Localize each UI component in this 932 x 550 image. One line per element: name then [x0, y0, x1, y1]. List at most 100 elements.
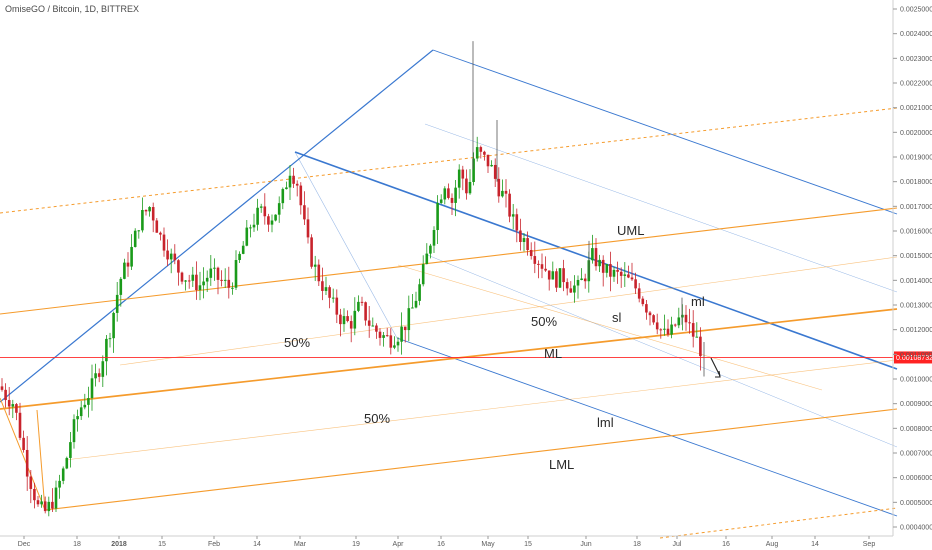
- candle-down: [616, 269, 619, 272]
- orange-pivot-line[interactable]: [36, 409, 46, 511]
- candle-down: [29, 476, 33, 489]
- candle-down: [627, 274, 630, 278]
- candle-up: [288, 175, 292, 188]
- candle-down: [609, 264, 612, 277]
- candle-up: [313, 264, 317, 267]
- candle-up: [137, 230, 141, 232]
- candle-down: [537, 263, 540, 265]
- orange-half-line[interactable]: [119, 256, 898, 366]
- candle-down: [601, 259, 605, 273]
- candle-down: [673, 324, 677, 326]
- time-tick-label: 15: [524, 541, 532, 548]
- candle-down: [544, 268, 547, 271]
- candle-down: [360, 301, 364, 303]
- candle-up: [573, 285, 576, 293]
- candle-down: [504, 190, 508, 194]
- candle-down: [177, 260, 180, 273]
- candle-down: [486, 154, 490, 167]
- time-tick-label: 14: [811, 541, 819, 548]
- candle-up: [670, 324, 673, 335]
- annotation-label: lml: [597, 415, 614, 430]
- candle-down: [159, 232, 162, 235]
- orange-lower-median-line[interactable]: [44, 408, 898, 511]
- candle-down: [699, 336, 702, 357]
- candle-up: [130, 246, 133, 267]
- time-tick-label: May: [481, 541, 495, 548]
- candle-up: [331, 297, 335, 299]
- candle-down: [562, 268, 565, 283]
- candle-up: [90, 378, 94, 399]
- candle-up: [353, 310, 357, 329]
- candle-up: [357, 301, 360, 311]
- candle-up: [65, 457, 69, 469]
- time-tick-label: Feb: [208, 541, 220, 548]
- candle-down: [166, 250, 169, 260]
- candle-up: [79, 407, 83, 417]
- candle-down: [569, 288, 573, 293]
- annotation-label: sl: [612, 310, 622, 325]
- orange-slope-line[interactable]: [397, 264, 823, 391]
- candle-up: [184, 280, 187, 282]
- blue-fork-connector[interactable]: [294, 151, 398, 339]
- candle-up: [231, 287, 234, 289]
- candle-down: [151, 207, 155, 221]
- candle-up: [281, 189, 285, 204]
- blue-warning-line[interactable]: [424, 123, 898, 293]
- orange-half-line[interactable]: [64, 359, 898, 461]
- candle-up: [439, 199, 443, 203]
- candle-down: [126, 262, 130, 267]
- candle-up: [249, 227, 252, 229]
- orange-outer-lower-line[interactable]: [659, 507, 898, 539]
- candle-down: [317, 264, 321, 282]
- candle-down: [378, 331, 382, 338]
- pitchfork-drawings[interactable]: [0, 49, 898, 539]
- blue-warning-line[interactable]: [424, 253, 898, 448]
- candle-up: [396, 341, 400, 346]
- candle-down: [645, 304, 648, 313]
- chart-title: OmiseGO / Bitcoin, 1D, BITTREX: [5, 4, 140, 14]
- time-tick-label: Apr: [393, 541, 405, 548]
- orange-outer-upper-line[interactable]: [0, 107, 898, 214]
- candle-up: [112, 312, 115, 339]
- candle-down: [479, 147, 483, 152]
- price-tick-label: 0.00040000: [900, 525, 932, 532]
- pitchfork-handle-line[interactable]: [0, 49, 434, 403]
- time-tick-label: Mar: [294, 541, 307, 548]
- candle-up: [119, 278, 123, 295]
- orange-pivot-line[interactable]: [0, 397, 46, 511]
- candle-up: [198, 285, 202, 291]
- candle-up: [580, 278, 583, 280]
- blue-lower-tine[interactable]: [396, 337, 898, 517]
- time-tick-label: 19: [352, 541, 360, 548]
- candle-down: [641, 298, 645, 305]
- candle-down: [519, 230, 522, 243]
- candle-up: [411, 307, 414, 309]
- orange-upper-median-line[interactable]: [0, 207, 898, 315]
- candle-up: [432, 230, 436, 246]
- time-tick-label: Sep: [863, 541, 876, 548]
- candle-down: [295, 183, 299, 186]
- candle-down: [403, 326, 407, 331]
- candle-up: [677, 317, 681, 326]
- candle-up: [270, 220, 274, 225]
- time-axis[interactable]: Dec 18 2018 15 Feb 14 Mar 19 Apr 16 May 15 Jun 18 Jul 1…: [0, 535, 893, 548]
- candlestick-series: [0, 41, 705, 517]
- blue-upper-tine[interactable]: [432, 49, 898, 215]
- candle-up: [393, 345, 396, 348]
- candle-up: [101, 361, 105, 377]
- candle-down: [346, 316, 349, 322]
- orange-median-line[interactable]: [0, 308, 898, 410]
- candle-up: [259, 206, 263, 208]
- candle-up: [238, 253, 241, 261]
- candle-down: [375, 325, 378, 332]
- annotation-label: UML: [617, 223, 644, 238]
- candle-up: [277, 203, 281, 215]
